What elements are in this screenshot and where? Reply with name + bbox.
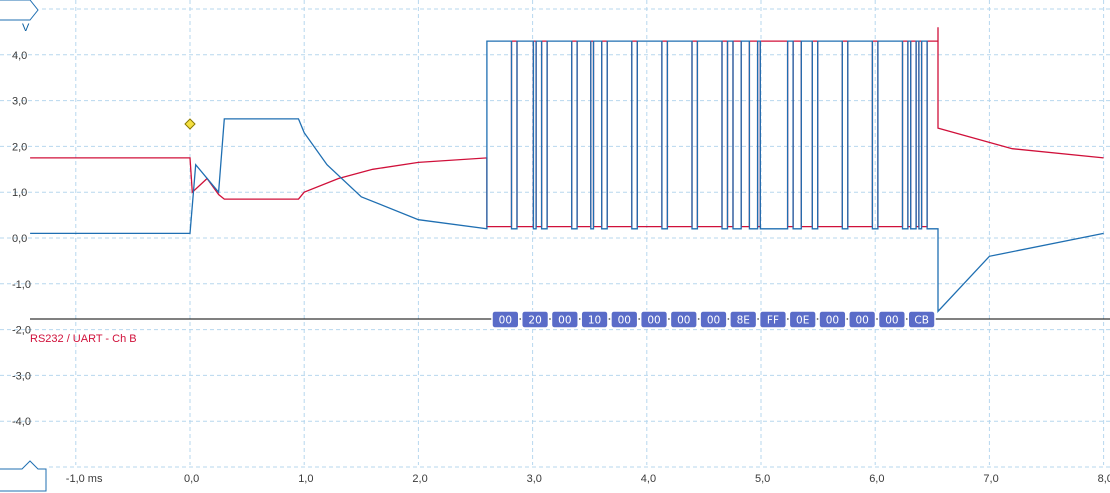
scroll-up-arrow-icon[interactable] bbox=[0, 0, 40, 21]
decoded-byte-box[interactable]: 20 bbox=[520, 310, 550, 329]
y-tick-label: 1,0 bbox=[12, 187, 27, 199]
scroll-down-arrow-icon[interactable] bbox=[0, 460, 47, 492]
decoded-byte-box[interactable]: 10 bbox=[580, 310, 609, 329]
y-tick-label: 0,0 bbox=[12, 233, 27, 245]
decoded-byte-value: 20 bbox=[528, 315, 541, 327]
decoded-byte-box[interactable]: 00 bbox=[491, 310, 520, 329]
decoded-byte-box[interactable]: 00 bbox=[550, 310, 579, 329]
decoder-label: RS232 / UART - Ch B bbox=[30, 333, 137, 345]
decoded-byte-box[interactable]: CB bbox=[907, 310, 936, 329]
decoded-byte-box[interactable]: 00 bbox=[877, 310, 907, 329]
decoded-byte-value: 00 bbox=[618, 315, 631, 327]
decoded-byte-value: 00 bbox=[558, 315, 571, 327]
decoded-byte-value: 8E bbox=[737, 315, 750, 327]
decoded-byte-value: 10 bbox=[588, 315, 601, 327]
y-tick-label: -2,0 bbox=[12, 325, 31, 337]
trigger-diamond-icon[interactable] bbox=[184, 118, 196, 130]
decoded-byte-value: 0E bbox=[796, 315, 809, 327]
decoded-byte-value: 00 bbox=[707, 315, 720, 327]
decoded-byte-box[interactable]: 00 bbox=[610, 310, 639, 329]
decoded-byte-box[interactable]: 8E bbox=[729, 310, 758, 329]
decoded-byte-box[interactable]: FF bbox=[758, 310, 788, 329]
y-tick-label: 3,0 bbox=[12, 96, 27, 108]
x-tick-label: 4,0 bbox=[641, 473, 656, 485]
y-tick-label: 4,0 bbox=[12, 50, 27, 62]
x-tick-label: 3,0 bbox=[527, 473, 542, 485]
decoded-byte-box[interactable]: 00 bbox=[699, 310, 728, 329]
x-tick-label: 8,0 bbox=[1098, 473, 1110, 485]
decoded-byte-value: 00 bbox=[855, 315, 868, 327]
decoded-byte-box[interactable]: 00 bbox=[639, 310, 669, 329]
decoded-byte-value: FF bbox=[767, 315, 779, 327]
x-tick-label: 6,0 bbox=[869, 473, 884, 485]
x-tick-label: 5,0 bbox=[755, 473, 770, 485]
decoded-bytes-row[interactable]: 00 20 00 10 00 00 00 00 8E FF 0E 00 00 00 CB bbox=[491, 310, 936, 329]
decoded-byte-value: CB bbox=[914, 315, 929, 327]
decoded-byte-box[interactable]: 00 bbox=[818, 310, 847, 329]
decoded-byte-box[interactable]: 0E bbox=[788, 310, 817, 329]
x-tick-label: 2,0 bbox=[412, 473, 427, 485]
decoded-byte-value: 00 bbox=[647, 315, 660, 327]
y-tick-label: -4,0 bbox=[12, 416, 31, 428]
y-tick-label: -1,0 bbox=[12, 279, 31, 291]
x-tick-label: 0,0 bbox=[184, 473, 199, 485]
decoded-byte-value: 00 bbox=[499, 315, 512, 327]
decoded-byte-box[interactable]: 00 bbox=[848, 310, 877, 329]
y-tick-label: 2,0 bbox=[12, 141, 27, 153]
channel-a-trace bbox=[30, 40, 1104, 313]
x-tick-label: -1,0 ms bbox=[66, 473, 103, 485]
y-tick-label: -3,0 bbox=[12, 370, 31, 382]
decoded-byte-value: 00 bbox=[677, 315, 690, 327]
decoded-byte-value: 00 bbox=[885, 315, 898, 327]
y-axis-unit: V bbox=[22, 22, 30, 34]
x-tick-label: 7,0 bbox=[983, 473, 998, 485]
x-axis-tick-labels: -1,0 ms 0,0 1,0 2,0 3,0 4,0 5,0 6,0 7,0 8,0 bbox=[66, 473, 1110, 485]
decoded-byte-value: 00 bbox=[826, 315, 839, 327]
x-tick-label: 1,0 bbox=[298, 473, 313, 485]
decoded-byte-box[interactable]: 00 bbox=[669, 310, 698, 329]
